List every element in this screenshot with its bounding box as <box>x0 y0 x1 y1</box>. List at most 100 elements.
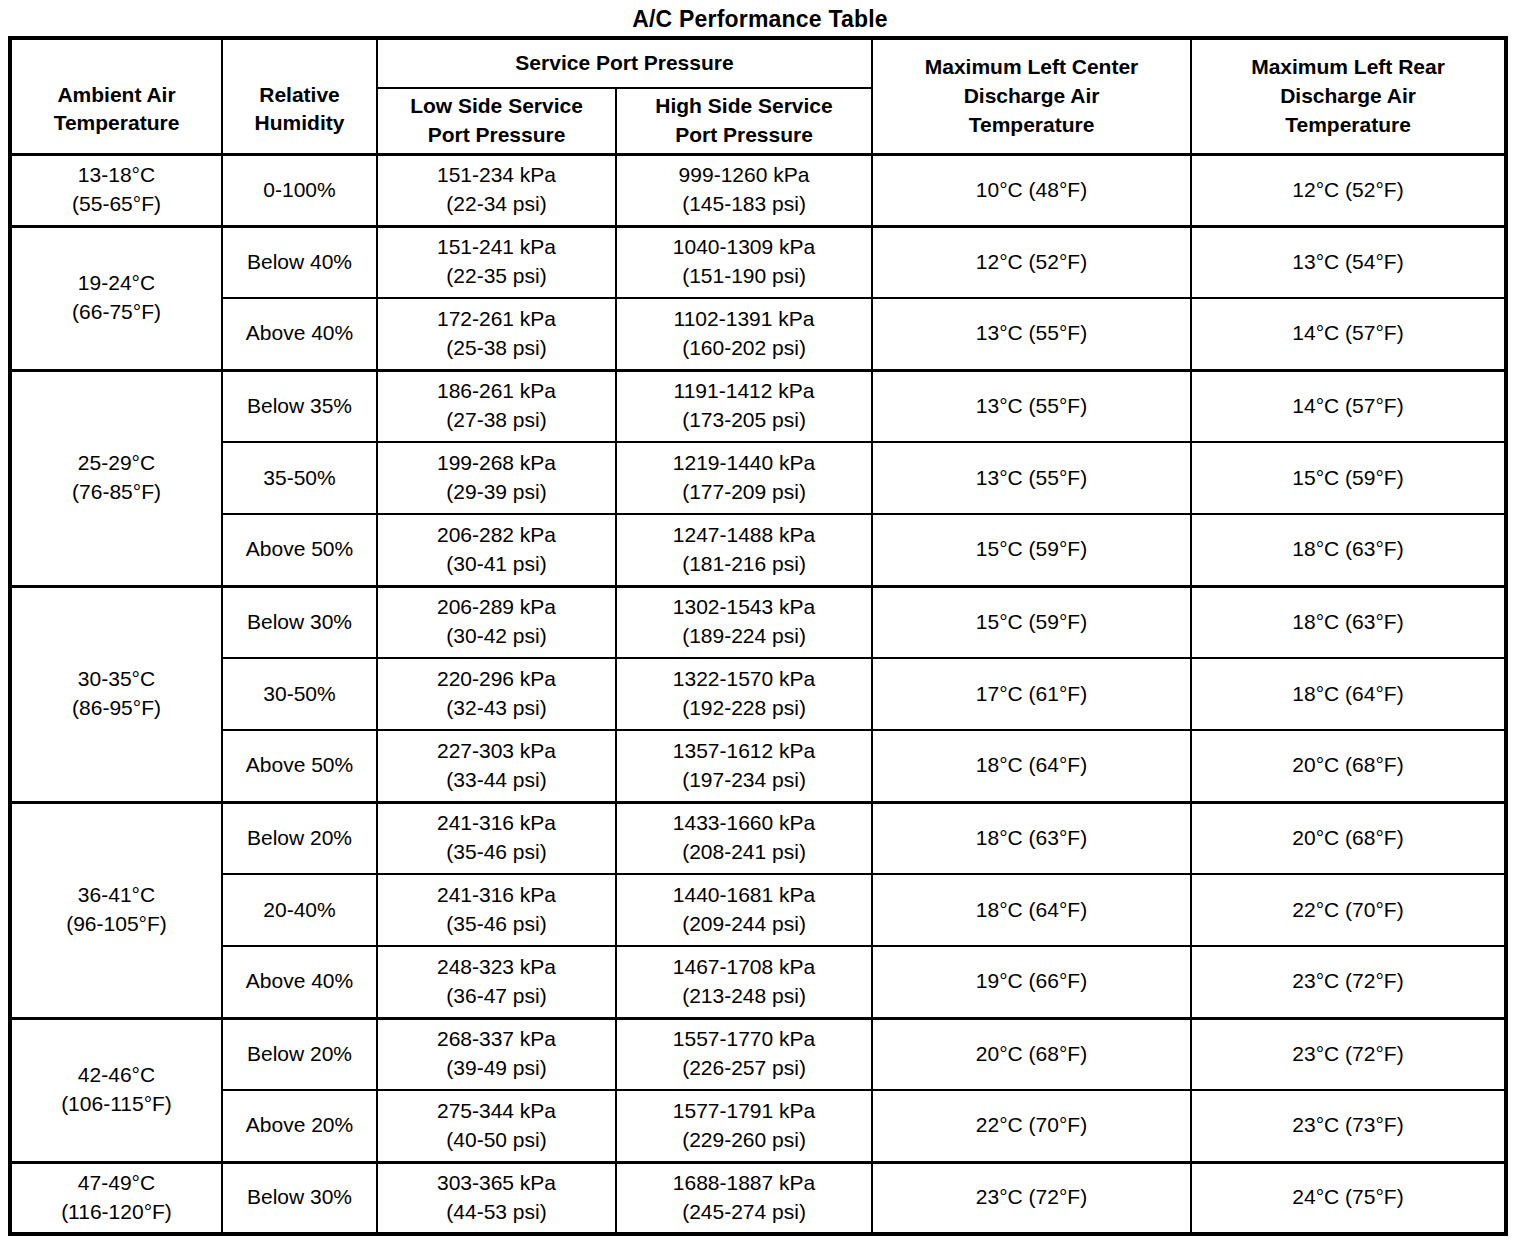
high-side-pressure-cell: 1577-1791 kPa (229-260 psi) <box>616 1090 872 1162</box>
table-header: Ambient Air Temperature Relative Humidit… <box>10 38 1506 154</box>
low-side-pressure-cell: 241-316 kPa (35-46 psi) <box>377 874 616 946</box>
table-row: 30-50%220-296 kPa (32-43 psi)1322-1570 k… <box>10 658 1506 730</box>
table-body: 13-18°C (55-65°F)0-100%151-234 kPa (22-3… <box>10 154 1506 1234</box>
col-header-service-port-pressure: Service Port Pressure <box>377 38 872 88</box>
left-rear-discharge-cell: 15°C (59°F) <box>1191 442 1506 514</box>
col-header-max-left-center-discharge: Maximum Left Center Discharge Air Temper… <box>872 38 1191 154</box>
left-rear-discharge-cell: 14°C (57°F) <box>1191 370 1506 442</box>
left-center-discharge-cell: 22°C (70°F) <box>872 1090 1191 1162</box>
ambient-temperature-cell: 47-49°C (116-120°F) <box>10 1162 222 1234</box>
relative-humidity-cell: Below 20% <box>222 1018 377 1090</box>
col-header-high-side-port-pressure: High Side Service Port Pressure <box>616 88 872 154</box>
high-side-pressure-cell: 1688-1887 kPa (245-274 psi) <box>616 1162 872 1234</box>
left-rear-discharge-cell: 18°C (63°F) <box>1191 586 1506 658</box>
table-row: 47-49°C (116-120°F)Below 30%303-365 kPa … <box>10 1162 1506 1234</box>
high-side-pressure-cell: 999-1260 kPa (145-183 psi) <box>616 154 872 226</box>
relative-humidity-cell: Above 40% <box>222 946 377 1018</box>
left-center-discharge-cell: 13°C (55°F) <box>872 442 1191 514</box>
high-side-pressure-cell: 1357-1612 kPa (197-234 psi) <box>616 730 872 802</box>
relative-humidity-cell: Below 20% <box>222 802 377 874</box>
relative-humidity-cell: Above 40% <box>222 298 377 370</box>
low-side-pressure-cell: 241-316 kPa (35-46 psi) <box>377 802 616 874</box>
left-center-discharge-cell: 10°C (48°F) <box>872 154 1191 226</box>
high-side-pressure-cell: 1219-1440 kPa (177-209 psi) <box>616 442 872 514</box>
left-center-discharge-cell: 19°C (66°F) <box>872 946 1191 1018</box>
left-rear-discharge-cell: 12°C (52°F) <box>1191 154 1506 226</box>
table-row: Above 40%172-261 kPa (25-38 psi)1102-139… <box>10 298 1506 370</box>
left-center-discharge-cell: 13°C (55°F) <box>872 298 1191 370</box>
left-rear-discharge-cell: 23°C (72°F) <box>1191 1018 1506 1090</box>
relative-humidity-cell: 0-100% <box>222 154 377 226</box>
left-rear-discharge-cell: 20°C (68°F) <box>1191 802 1506 874</box>
relative-humidity-cell: Below 30% <box>222 1162 377 1234</box>
relative-humidity-cell: Above 50% <box>222 730 377 802</box>
left-rear-discharge-cell: 23°C (72°F) <box>1191 946 1506 1018</box>
high-side-pressure-cell: 1040-1309 kPa (151-190 psi) <box>616 226 872 298</box>
low-side-pressure-cell: 186-261 kPa (27-38 psi) <box>377 370 616 442</box>
ambient-temperature-cell: 36-41°C (96-105°F) <box>10 802 222 1018</box>
col-header-max-left-rear-discharge: Maximum Left Rear Discharge Air Temperat… <box>1191 38 1506 154</box>
table-row: 30-35°C (86-95°F)Below 30%206-289 kPa (3… <box>10 586 1506 658</box>
table-row: 20-40%241-316 kPa (35-46 psi)1440-1681 k… <box>10 874 1506 946</box>
left-center-discharge-cell: 20°C (68°F) <box>872 1018 1191 1090</box>
left-center-discharge-cell: 17°C (61°F) <box>872 658 1191 730</box>
low-side-pressure-cell: 206-289 kPa (30-42 psi) <box>377 586 616 658</box>
col-header-relative-humidity: Relative Humidity <box>222 38 377 154</box>
relative-humidity-cell: 20-40% <box>222 874 377 946</box>
high-side-pressure-cell: 1322-1570 kPa (192-228 psi) <box>616 658 872 730</box>
low-side-pressure-cell: 248-323 kPa (36-47 psi) <box>377 946 616 1018</box>
relative-humidity-cell: Below 30% <box>222 586 377 658</box>
table-row: Above 50%206-282 kPa (30-41 psi)1247-148… <box>10 514 1506 586</box>
ambient-temperature-cell: 25-29°C (76-85°F) <box>10 370 222 586</box>
left-rear-discharge-cell: 18°C (64°F) <box>1191 658 1506 730</box>
high-side-pressure-cell: 1557-1770 kPa (226-257 psi) <box>616 1018 872 1090</box>
ambient-temperature-cell: 42-46°C (106-115°F) <box>10 1018 222 1162</box>
low-side-pressure-cell: 303-365 kPa (44-53 psi) <box>377 1162 616 1234</box>
relative-humidity-cell: Above 20% <box>222 1090 377 1162</box>
left-rear-discharge-cell: 22°C (70°F) <box>1191 874 1506 946</box>
high-side-pressure-cell: 1440-1681 kPa (209-244 psi) <box>616 874 872 946</box>
left-rear-discharge-cell: 18°C (63°F) <box>1191 514 1506 586</box>
ambient-temperature-cell: 30-35°C (86-95°F) <box>10 586 222 802</box>
table-row: 42-46°C (106-115°F)Below 20%268-337 kPa … <box>10 1018 1506 1090</box>
high-side-pressure-cell: 1102-1391 kPa (160-202 psi) <box>616 298 872 370</box>
high-side-pressure-cell: 1433-1660 kPa (208-241 psi) <box>616 802 872 874</box>
relative-humidity-cell: Below 35% <box>222 370 377 442</box>
col-header-low-side-port-pressure: Low Side Service Port Pressure <box>377 88 616 154</box>
relative-humidity-cell: 30-50% <box>222 658 377 730</box>
low-side-pressure-cell: 220-296 kPa (32-43 psi) <box>377 658 616 730</box>
high-side-pressure-cell: 1302-1543 kPa (189-224 psi) <box>616 586 872 658</box>
low-side-pressure-cell: 268-337 kPa (39-49 psi) <box>377 1018 616 1090</box>
table-row: 35-50%199-268 kPa (29-39 psi)1219-1440 k… <box>10 442 1506 514</box>
left-center-discharge-cell: 18°C (64°F) <box>872 874 1191 946</box>
left-rear-discharge-cell: 20°C (68°F) <box>1191 730 1506 802</box>
table-row: 13-18°C (55-65°F)0-100%151-234 kPa (22-3… <box>10 154 1506 226</box>
high-side-pressure-cell: 1467-1708 kPa (213-248 psi) <box>616 946 872 1018</box>
table-row: 36-41°C (96-105°F)Below 20%241-316 kPa (… <box>10 802 1506 874</box>
left-center-discharge-cell: 13°C (55°F) <box>872 370 1191 442</box>
low-side-pressure-cell: 151-241 kPa (22-35 psi) <box>377 226 616 298</box>
col-header-ambient-air-temperature: Ambient Air Temperature <box>10 38 222 154</box>
low-side-pressure-cell: 206-282 kPa (30-41 psi) <box>377 514 616 586</box>
low-side-pressure-cell: 172-261 kPa (25-38 psi) <box>377 298 616 370</box>
left-center-discharge-cell: 15°C (59°F) <box>872 514 1191 586</box>
ac-performance-table: Ambient Air Temperature Relative Humidit… <box>8 36 1508 1236</box>
left-center-discharge-cell: 18°C (63°F) <box>872 802 1191 874</box>
table-row: Above 40%248-323 kPa (36-47 psi)1467-170… <box>10 946 1506 1018</box>
left-rear-discharge-cell: 13°C (54°F) <box>1191 226 1506 298</box>
ambient-temperature-cell: 13-18°C (55-65°F) <box>10 154 222 226</box>
relative-humidity-cell: 35-50% <box>222 442 377 514</box>
table-row: 25-29°C (76-85°F)Below 35%186-261 kPa (2… <box>10 370 1506 442</box>
high-side-pressure-cell: 1191-1412 kPa (173-205 psi) <box>616 370 872 442</box>
table-row: Above 20%275-344 kPa (40-50 psi)1577-179… <box>10 1090 1506 1162</box>
document-page: A/C Performance Table Ambient Air Temper… <box>0 0 1520 1252</box>
left-rear-discharge-cell: 24°C (75°F) <box>1191 1162 1506 1234</box>
page-title: A/C Performance Table <box>0 0 1520 36</box>
low-side-pressure-cell: 151-234 kPa (22-34 psi) <box>377 154 616 226</box>
table-row: 19-24°C (66-75°F)Below 40%151-241 kPa (2… <box>10 226 1506 298</box>
left-center-discharge-cell: 23°C (72°F) <box>872 1162 1191 1234</box>
left-center-discharge-cell: 15°C (59°F) <box>872 586 1191 658</box>
high-side-pressure-cell: 1247-1488 kPa (181-216 psi) <box>616 514 872 586</box>
relative-humidity-cell: Above 50% <box>222 514 377 586</box>
left-center-discharge-cell: 12°C (52°F) <box>872 226 1191 298</box>
